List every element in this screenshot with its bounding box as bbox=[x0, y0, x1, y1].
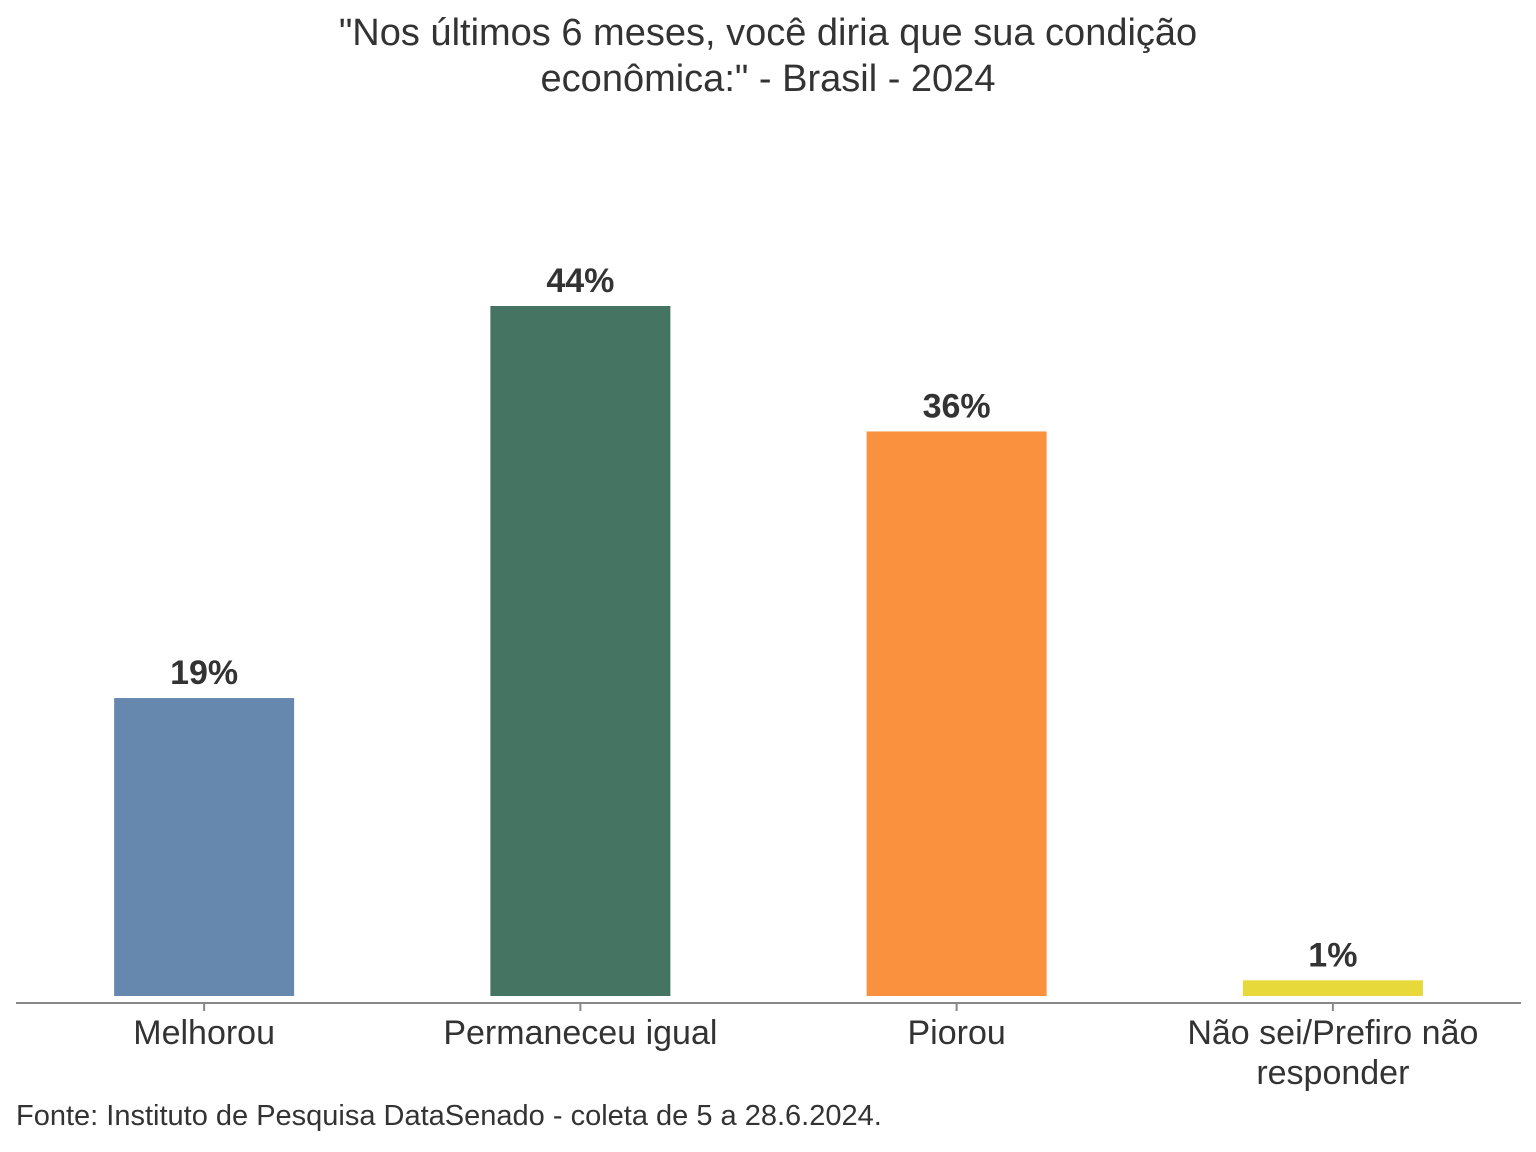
chart-title: "Nos últimos 6 meses, você diria que sua… bbox=[0, 10, 1536, 102]
chart-title-line-1: "Nos últimos 6 meses, você diria que sua… bbox=[338, 12, 1198, 54]
bar-2 bbox=[490, 306, 671, 996]
x-tick-label-2: Permaneceu igual bbox=[443, 1014, 717, 1052]
data-label-2: 44% bbox=[546, 262, 614, 300]
x-tick-label-4-line-1: Não sei/Prefiro não bbox=[1187, 1014, 1478, 1052]
bar-1 bbox=[114, 698, 295, 996]
bar-3 bbox=[866, 431, 1047, 996]
chart-title-line-2: econômica:" - Brasil - 2024 bbox=[540, 58, 996, 100]
x-tick-label-1: Melhorou bbox=[133, 1014, 275, 1052]
data-label-4: 1% bbox=[1308, 936, 1357, 974]
x-tick-label-3: Piorou bbox=[907, 1014, 1005, 1052]
data-label-1: 19% bbox=[170, 654, 238, 692]
bar-4 bbox=[1242, 980, 1423, 996]
data-label-3: 36% bbox=[923, 387, 991, 425]
x-tick-label-4-line-2: responder bbox=[1256, 1054, 1409, 1092]
source-note: Fonte: Instituto de Pesquisa DataSenado … bbox=[16, 1100, 882, 1132]
